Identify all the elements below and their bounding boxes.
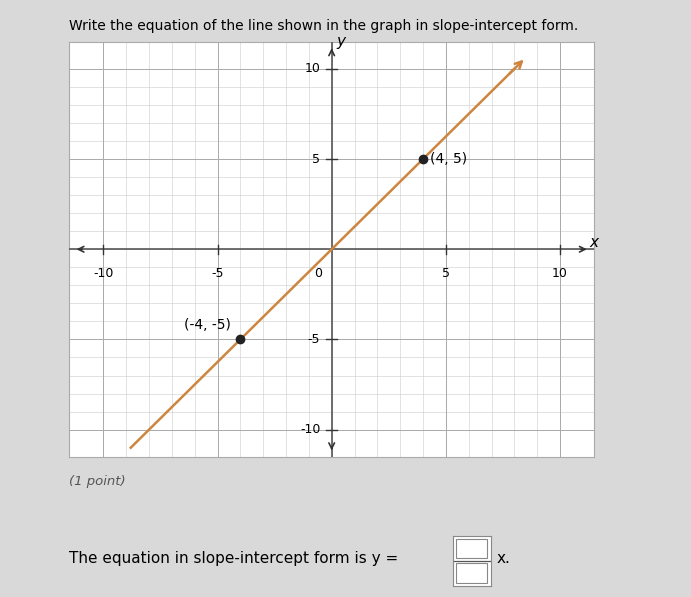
Text: -10: -10 [300,423,320,436]
Bar [456,539,486,558]
Text: x: x [589,235,599,250]
Text: -10: -10 [93,267,113,280]
Text: (4, 5): (4, 5) [430,152,467,166]
Text: 10: 10 [552,267,568,280]
Text: 0: 0 [314,267,323,280]
Bar [456,564,486,583]
Text: Write the equation of the line shown in the graph in slope-intercept form.: Write the equation of the line shown in … [69,19,578,33]
Text: y: y [337,34,346,50]
Text: (-4, -5): (-4, -5) [184,318,231,332]
Text: x.: x. [496,550,510,566]
Text: -5: -5 [307,333,320,346]
Text: 10: 10 [305,62,320,75]
Text: 5: 5 [312,153,320,165]
Text: The equation in slope-intercept form is y =: The equation in slope-intercept form is … [69,550,404,566]
Text: -5: -5 [211,267,224,280]
Text: 5: 5 [442,267,450,280]
Text: (1 point): (1 point) [69,475,126,488]
